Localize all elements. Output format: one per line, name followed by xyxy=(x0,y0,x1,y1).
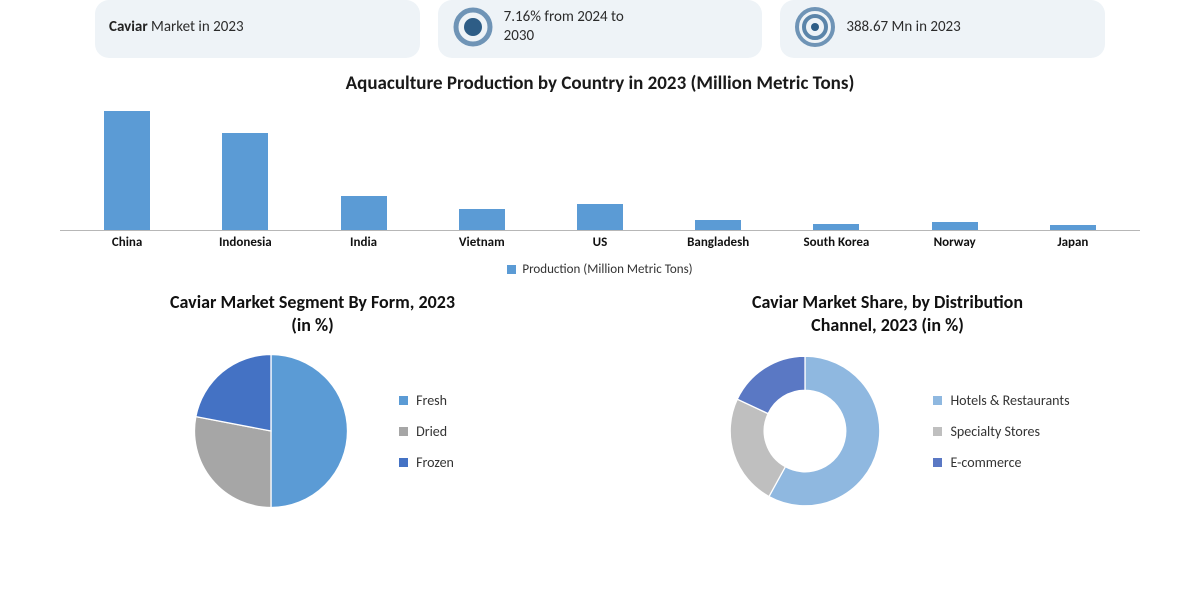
legend-label: Fresh xyxy=(416,392,447,409)
bar xyxy=(222,133,268,230)
bar xyxy=(577,204,623,230)
donut-chart-legend: Hotels & Restaurants Specialty Stores E-co… xyxy=(933,392,1069,471)
bar-x-label: Bangladesh xyxy=(659,235,777,250)
card-3-line1: 388.67 Mn in 2023 xyxy=(846,18,960,36)
legend-swatch xyxy=(933,396,942,405)
bar-legend-swatch xyxy=(507,265,516,274)
pie-title-l1: Caviar Market Segment By Form, 2023 xyxy=(170,291,455,313)
donut-title-l2: Channel, 2023 (in %) xyxy=(811,314,964,336)
legend-row: Specialty Stores xyxy=(933,423,1069,440)
legend-row: Hotels & Restaurants xyxy=(933,392,1069,409)
bar-legend-label: Production (Million Metric Tons) xyxy=(522,262,692,277)
donut-chart-svg xyxy=(705,346,905,516)
bar xyxy=(341,196,387,230)
lower-charts-row: Caviar Market Segment By Form, 2023 (in … xyxy=(0,277,1200,516)
pie-slice xyxy=(271,355,348,508)
legend-swatch xyxy=(399,458,408,467)
bar-chart-legend: Production (Million Metric Tons) xyxy=(60,262,1140,277)
bar-col xyxy=(659,101,777,230)
legend-swatch xyxy=(933,458,942,467)
bar xyxy=(459,209,505,230)
legend-label: E-commerce xyxy=(950,454,1021,471)
pie-title-l2: (in %) xyxy=(291,314,334,336)
bar-col xyxy=(896,101,1014,230)
legend-swatch xyxy=(933,427,942,436)
bar-chart-plot xyxy=(60,101,1140,231)
legend-label: Specialty Stores xyxy=(950,423,1040,440)
target-ring-icon xyxy=(794,6,836,48)
stat-card-1: Caviar Market in 2023 xyxy=(95,0,420,58)
donut-title-l1: Caviar Market Share, by Distribution xyxy=(752,291,1023,313)
donut-chart-title: Caviar Market Share, by Distribution Cha… xyxy=(615,291,1160,336)
legend-row: E-commerce xyxy=(933,454,1069,471)
bar-x-label: South Korea xyxy=(777,235,895,250)
legend-row: Fresh xyxy=(399,392,454,409)
bar-x-label: India xyxy=(304,235,422,250)
bar xyxy=(695,220,741,230)
legend-row: Dried xyxy=(399,423,454,440)
bar-x-label: Vietnam xyxy=(423,235,541,250)
bar-col xyxy=(541,101,659,230)
card-3-text: 388.67 Mn in 2023 xyxy=(846,18,960,37)
bar xyxy=(813,224,859,230)
bar-x-label: China xyxy=(68,235,186,250)
top-stat-cards: Caviar Market in 2023 7.16% from 2024 to… xyxy=(0,0,1200,66)
pie-chart-body: Fresh Dried Frozen xyxy=(40,346,585,516)
legend-swatch xyxy=(399,396,408,405)
card-1-text: Caviar Market in 2023 xyxy=(109,18,244,37)
bar-chart-title: Aquaculture Production by Country in 202… xyxy=(60,72,1140,95)
card-1-bold: Caviar xyxy=(109,18,148,36)
bar-x-label: Norway xyxy=(896,235,1014,250)
bar xyxy=(932,222,978,230)
bar-chart-section: Aquaculture Production by Country in 202… xyxy=(0,66,1200,277)
pie-chart-block: Caviar Market Segment By Form, 2023 (in … xyxy=(40,291,585,516)
legend-label: Hotels & Restaurants xyxy=(950,392,1069,409)
bar xyxy=(1050,225,1096,230)
stat-card-3: 388.67 Mn in 2023 xyxy=(780,0,1105,58)
bar-chart-x-labels: ChinaIndonesiaIndiaVietnamUSBangladeshSo… xyxy=(60,231,1140,250)
bar xyxy=(104,111,150,230)
pie-slice xyxy=(195,417,272,508)
bar-x-label: US xyxy=(541,235,659,250)
legend-swatch xyxy=(399,427,408,436)
pie-chart-title: Caviar Market Segment By Form, 2023 (in … xyxy=(40,291,585,336)
bar-x-label: Japan xyxy=(1014,235,1132,250)
pie-chart-svg xyxy=(171,346,371,516)
legend-label: Frozen xyxy=(416,454,454,471)
bar-col xyxy=(68,101,186,230)
bar-col xyxy=(1014,101,1132,230)
bar-x-label: Indonesia xyxy=(186,235,304,250)
donut-chart-block: Caviar Market Share, by Distribution Cha… xyxy=(615,291,1160,516)
legend-label: Dried xyxy=(416,423,447,440)
growth-ring-icon xyxy=(452,6,494,48)
donut-slice xyxy=(731,399,786,496)
stat-card-2: 7.16% from 2024 to 2030 xyxy=(438,0,763,58)
card-2-line1: 7.16% from 2024 to xyxy=(504,8,624,26)
legend-row: Frozen xyxy=(399,454,454,471)
bar-col xyxy=(186,101,304,230)
donut-chart-body: Hotels & Restaurants Specialty Stores E-co… xyxy=(615,346,1160,516)
card-2-line2: 2030 xyxy=(504,27,534,45)
pie-chart-legend: Fresh Dried Frozen xyxy=(399,392,454,471)
card-1-rest: Market in 2023 xyxy=(148,18,244,36)
bar-col xyxy=(304,101,422,230)
card-2-text: 7.16% from 2024 to 2030 xyxy=(504,8,624,46)
bar-col xyxy=(777,101,895,230)
bar-col xyxy=(423,101,541,230)
